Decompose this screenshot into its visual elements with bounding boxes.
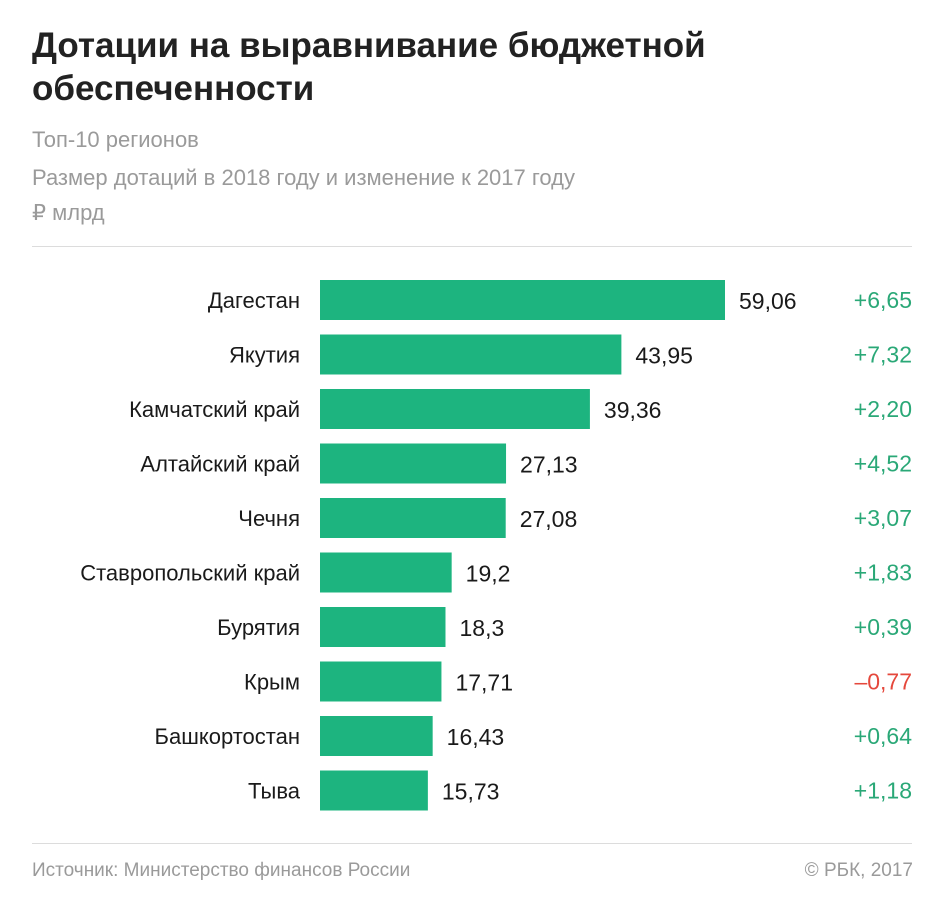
copyright: © РБК, 2017 bbox=[804, 860, 913, 881]
chart-subtitle: Топ-10 регионов bbox=[32, 127, 199, 152]
bottom-divider bbox=[32, 843, 912, 844]
bar bbox=[320, 443, 507, 484]
category-label: Крым bbox=[244, 670, 300, 695]
change-label: +6,65 bbox=[854, 287, 912, 313]
top-divider bbox=[32, 246, 912, 247]
value-label: 18,3 bbox=[459, 615, 504, 641]
value-label: 39,36 bbox=[604, 397, 662, 423]
change-label: +1,83 bbox=[854, 560, 912, 586]
bar bbox=[320, 607, 446, 647]
change-label: –0,77 bbox=[854, 669, 912, 695]
category-label: Камчатский край bbox=[129, 397, 300, 422]
value-label: 43,95 bbox=[635, 343, 693, 369]
bar bbox=[320, 552, 452, 593]
category-label: Тыва bbox=[248, 779, 301, 804]
bar bbox=[320, 661, 442, 702]
value-label: 27,08 bbox=[520, 506, 578, 532]
bar bbox=[320, 716, 433, 756]
bar bbox=[320, 498, 506, 538]
chart-description: Размер дотаций в 2018 году и изменение к… bbox=[32, 165, 575, 190]
change-label: +2,20 bbox=[854, 396, 912, 422]
category-label: Дагестан bbox=[208, 288, 300, 313]
value-label: 15,73 bbox=[442, 779, 500, 805]
bar bbox=[320, 770, 428, 811]
category-label: Чечня bbox=[238, 506, 300, 531]
change-label: +3,07 bbox=[854, 505, 912, 531]
change-label: +1,18 bbox=[854, 778, 912, 804]
bar bbox=[320, 334, 622, 375]
category-label: Бурятия bbox=[217, 615, 300, 640]
category-label: Алтайский край bbox=[140, 452, 300, 477]
value-label: 17,71 bbox=[455, 670, 513, 696]
category-label: Ставропольский край bbox=[80, 561, 300, 586]
source-note: Источник: Министерство финансов России bbox=[32, 860, 411, 881]
value-label: 19,2 bbox=[466, 561, 511, 587]
bar bbox=[320, 389, 590, 429]
category-label: Башкортостан bbox=[155, 724, 300, 749]
change-label: +0,64 bbox=[854, 723, 912, 749]
value-label: 16,43 bbox=[447, 724, 505, 750]
change-label: +0,39 bbox=[854, 614, 912, 640]
change-label: +7,32 bbox=[854, 342, 912, 368]
chart-title: Дотации на выравнивание бюджетной обеспе… bbox=[32, 26, 706, 108]
value-label: 59,06 bbox=[739, 288, 797, 314]
change-label: +4,52 bbox=[854, 451, 912, 477]
value-label: 27,13 bbox=[520, 452, 578, 478]
chart-unit: ₽ млрд bbox=[32, 200, 105, 225]
category-label: Якутия bbox=[229, 343, 300, 368]
bar bbox=[320, 280, 725, 320]
